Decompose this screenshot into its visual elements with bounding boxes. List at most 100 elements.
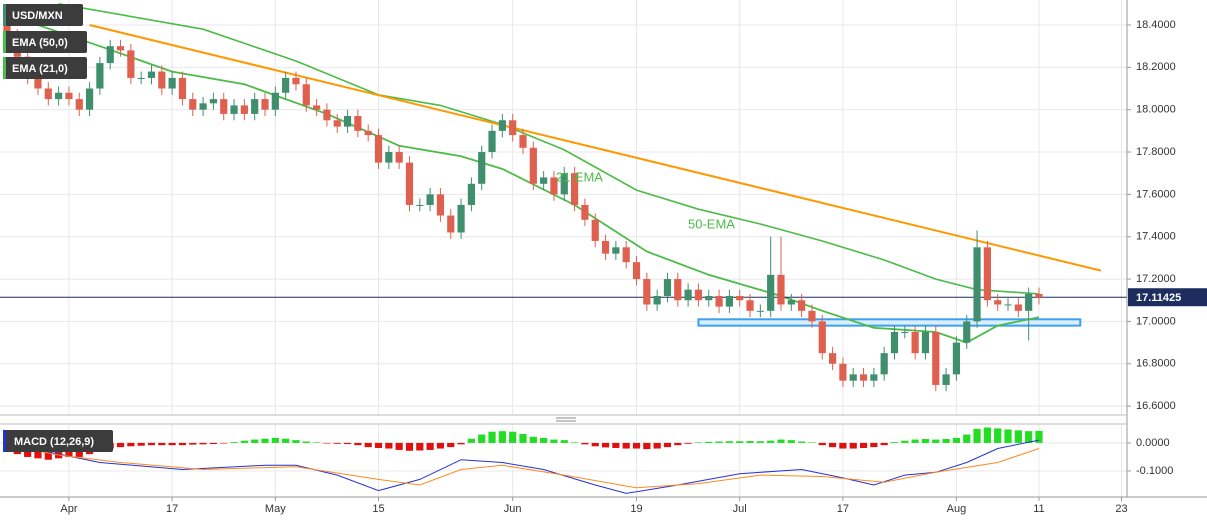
candle-body bbox=[488, 130, 496, 153]
legend-title: USD/MXN bbox=[12, 10, 63, 22]
macd-bar bbox=[509, 431, 517, 443]
macd-bar bbox=[932, 439, 940, 443]
candle-body bbox=[282, 77, 290, 93]
macd-bar bbox=[251, 439, 259, 443]
macd-bar bbox=[230, 442, 238, 443]
candle-body bbox=[333, 120, 341, 127]
y-tick-label: 18.2000 bbox=[1136, 61, 1176, 73]
candle-body bbox=[168, 77, 176, 89]
candle-body bbox=[1025, 293, 1033, 311]
candle-body bbox=[921, 332, 930, 354]
candle-body bbox=[127, 50, 135, 78]
macd-bar bbox=[282, 438, 290, 443]
macd-bar bbox=[921, 439, 930, 443]
y-tick-label: 16.6000 bbox=[1136, 400, 1176, 412]
macd-bar bbox=[725, 441, 733, 443]
candle-body bbox=[694, 289, 703, 301]
candle-body bbox=[55, 92, 63, 100]
candle-body bbox=[550, 177, 558, 195]
candle-body bbox=[787, 300, 795, 305]
macd-bar bbox=[395, 442, 403, 450]
candle-body bbox=[519, 135, 527, 148]
candle-body bbox=[684, 289, 692, 301]
price-label-box bbox=[1128, 288, 1207, 307]
candle-body bbox=[818, 321, 826, 354]
candle-body bbox=[106, 46, 114, 64]
legend-swatch bbox=[3, 4, 6, 26]
ema-annotation: 50-EMA bbox=[688, 216, 735, 231]
candle-body bbox=[147, 71, 156, 78]
y-tick-label: 0.0000 bbox=[1136, 437, 1170, 449]
candle-body bbox=[498, 120, 506, 131]
macd-bar bbox=[612, 442, 620, 448]
macd-bar bbox=[168, 442, 176, 446]
macd-bar bbox=[942, 439, 950, 443]
legend-entry: EMA (21,0) bbox=[12, 63, 68, 75]
candle-body bbox=[467, 183, 475, 205]
candle-body bbox=[178, 77, 187, 100]
macd-bar bbox=[870, 442, 878, 448]
candle-body bbox=[189, 99, 197, 110]
macd-bar bbox=[498, 431, 506, 443]
macd-bar bbox=[137, 442, 145, 446]
candle-body bbox=[529, 147, 537, 184]
candle-body bbox=[509, 120, 517, 136]
macd-bar bbox=[746, 440, 754, 443]
candle-body bbox=[570, 173, 579, 205]
macd-bar bbox=[1014, 430, 1022, 443]
macd-bar bbox=[178, 442, 187, 446]
candle-body bbox=[808, 310, 816, 322]
candle-body bbox=[653, 296, 661, 305]
macd-bar bbox=[808, 442, 816, 443]
candle-body bbox=[911, 332, 919, 354]
candle-body bbox=[859, 374, 868, 381]
macd-bar bbox=[859, 442, 868, 448]
candle-body bbox=[34, 77, 42, 89]
macd-bar bbox=[1025, 431, 1033, 443]
legend: USD/MXN EMA (50,0) EMA (21,0) MACD (12,2… bbox=[3, 4, 113, 452]
candle-body bbox=[199, 103, 207, 110]
candle-body bbox=[777, 274, 785, 305]
macd-bar bbox=[674, 442, 682, 446]
macd-bar bbox=[643, 442, 651, 450]
candle-body bbox=[354, 116, 362, 131]
macd-bar bbox=[963, 434, 971, 443]
macd-bar bbox=[828, 442, 837, 448]
candle-body bbox=[447, 215, 455, 233]
macd-bar bbox=[116, 442, 125, 448]
y-tick-label: 17.6000 bbox=[1136, 188, 1176, 200]
macd-bar bbox=[302, 441, 310, 443]
macd-line bbox=[6, 444, 1040, 489]
candle-body bbox=[983, 247, 991, 301]
candle-body bbox=[230, 105, 238, 114]
legend-swatch bbox=[3, 57, 6, 79]
x-tick-label: 19 bbox=[630, 503, 642, 515]
macd-bar bbox=[343, 442, 352, 445]
candle-body bbox=[220, 99, 228, 114]
candle-body bbox=[137, 77, 145, 79]
macd-bar bbox=[333, 442, 341, 444]
panel-grip[interactable] bbox=[556, 417, 576, 422]
macd-bar bbox=[478, 434, 486, 443]
macd-bar bbox=[653, 442, 661, 449]
macd-bar bbox=[529, 436, 537, 443]
candle-body bbox=[890, 332, 899, 354]
candle-body bbox=[251, 99, 259, 114]
candle-body bbox=[436, 194, 445, 216]
macd-bar bbox=[158, 442, 166, 446]
candle-body bbox=[426, 194, 434, 205]
macd-bar bbox=[405, 442, 414, 451]
candle-body bbox=[870, 374, 878, 381]
candle-body bbox=[457, 204, 465, 233]
legend-box bbox=[3, 57, 87, 79]
macd-bar bbox=[663, 442, 672, 448]
candle-body bbox=[343, 116, 352, 127]
macd-bar bbox=[632, 442, 641, 449]
candle-body bbox=[746, 300, 754, 311]
candle-body bbox=[942, 374, 950, 385]
macd-bar bbox=[736, 441, 744, 443]
candle-body bbox=[44, 88, 52, 100]
candle-body bbox=[581, 204, 589, 220]
macd-bar bbox=[911, 439, 919, 443]
